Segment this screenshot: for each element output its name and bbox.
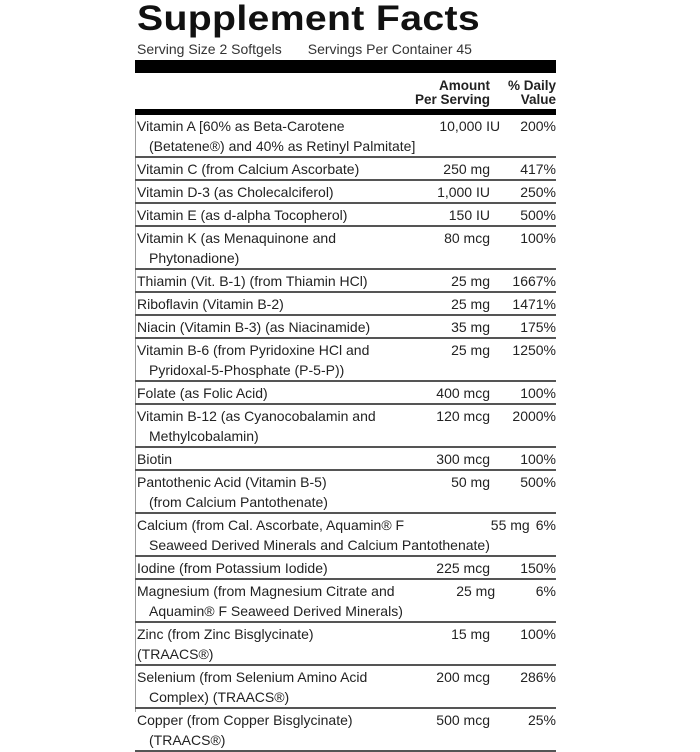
amount-per-serving: 25 mg bbox=[451, 273, 490, 289]
serving-info: Serving Size 2 Softgels Servings Per Cont… bbox=[137, 40, 556, 58]
nutrient-name: Vitamin A [60% as Beta-Carotene (Betatene… bbox=[137, 118, 416, 154]
amount-per-serving: 500 mcg bbox=[436, 712, 490, 728]
left-border bbox=[135, 112, 136, 712]
table-row: Copper (from Copper Bisglycinate) (TRAACS… bbox=[135, 709, 556, 752]
table-row: Magnesium (from Magnesium Citrate and Aqu… bbox=[135, 580, 556, 623]
nutrient-name: Zinc (from Zinc Bisglycinate) (TRAACS®) bbox=[137, 626, 314, 662]
table-row: Zinc (from Zinc Bisglycinate) (TRAACS®) 1… bbox=[135, 623, 556, 666]
table-row: Niacin (Vitamin B-3) (as Niacinamide) 35 … bbox=[135, 316, 556, 339]
daily-value: 286% bbox=[520, 669, 556, 685]
daily-value: 1471% bbox=[512, 296, 556, 312]
amount-per-serving: 25 mg bbox=[451, 342, 490, 358]
amount-per-serving: 300 mcg bbox=[436, 451, 490, 467]
table-row: Vitamin A [60% as Beta-Carotene (Betatene… bbox=[135, 115, 556, 158]
amount-per-serving: 150 IU bbox=[448, 207, 490, 223]
table-row: Vitamin E (as d-alpha Tocopherol) 150 IU 5… bbox=[135, 204, 556, 227]
nutrient-name: Calcium (from Cal. Ascorbate, Aquamin® F… bbox=[137, 517, 490, 553]
nutrient-name: Iodine (from Potassium Iodide) bbox=[137, 560, 328, 576]
daily-value-header: % Daily Value bbox=[507, 78, 556, 107]
daily-value: 6% bbox=[535, 517, 556, 533]
daily-value: 2000% bbox=[512, 408, 556, 424]
daily-value: 25% bbox=[527, 712, 556, 728]
nutrient-name: Riboflavin (Vitamin B-2) bbox=[137, 296, 284, 312]
table-row: Vitamin B-6 (from Pyridoxine HCl and Pyri… bbox=[135, 339, 556, 382]
nutrient-name: Vitamin B-12 (as Cyanocobalamin and Methy… bbox=[137, 408, 376, 444]
nutrient-name: Selenium (from Selenium Amino Acid Comple… bbox=[137, 669, 368, 705]
daily-value: 100% bbox=[520, 451, 556, 467]
daily-value: 175% bbox=[520, 319, 556, 335]
nutrient-name: Vitamin D-3 (as Cholecalciferol) bbox=[137, 184, 334, 200]
table-row: Selenium (from Selenium Amino Acid Comple… bbox=[135, 666, 556, 709]
supplement-facts-label: Supplement Facts Serving Size 2 Softgels… bbox=[135, 0, 556, 752]
amount-per-serving: 225 mcg bbox=[436, 560, 490, 576]
amount-per-serving: 25 mg bbox=[456, 583, 496, 599]
servings-per-container: Servings Per Container 45 bbox=[307, 41, 472, 57]
table-row: Biotin 300 mcg 100% bbox=[135, 448, 556, 471]
table-row: Riboflavin (Vitamin B-2) 25 mg 1471% bbox=[135, 293, 556, 316]
daily-value: 100% bbox=[520, 385, 556, 401]
amount-per-serving: 80 mcg bbox=[444, 230, 490, 246]
nutrient-name: Magnesium (from Magnesium Citrate and Aqu… bbox=[137, 583, 403, 619]
amount-per-serving: 55 mg bbox=[490, 517, 530, 533]
serving-size: Serving Size 2 Softgels bbox=[137, 41, 282, 57]
table-row: Calcium (from Cal. Ascorbate, Aquamin® F… bbox=[135, 514, 556, 557]
amount-per-serving: 15 mg bbox=[451, 626, 490, 642]
daily-value: 100% bbox=[520, 626, 556, 642]
amount-per-serving: 10,000 IU bbox=[439, 118, 501, 134]
daily-value: 417% bbox=[520, 161, 556, 177]
daily-value: 500% bbox=[520, 474, 556, 490]
amount-per-serving: 200 mcg bbox=[436, 669, 490, 685]
nutrient-name: Folate (as Folic Acid) bbox=[137, 385, 268, 401]
daily-value: 250% bbox=[520, 184, 556, 200]
daily-value: 6% bbox=[535, 583, 556, 599]
nutrient-name: Thiamin (Vit. B-1) (from Thiamin HCl) bbox=[137, 273, 368, 289]
nutrient-name: Vitamin C (from Calcium Ascorbate) bbox=[137, 161, 360, 177]
column-header: Amount Per Serving % Daily Value bbox=[135, 73, 556, 109]
amount-per-serving: 35 mg bbox=[451, 319, 490, 335]
daily-value: 1667% bbox=[512, 273, 556, 289]
nutrient-name: Vitamin E (as d-alpha Tocopherol) bbox=[137, 207, 348, 223]
nutrient-name: Copper (from Copper Bisglycinate) (TRAACS… bbox=[137, 712, 353, 748]
daily-value: 200% bbox=[520, 118, 556, 134]
daily-value: 150% bbox=[520, 560, 556, 576]
amount-per-serving: 50 mg bbox=[451, 474, 490, 490]
table-row: Folate (as Folic Acid) 400 mcg 100% bbox=[135, 382, 556, 405]
nutrient-table: Vitamin A [60% as Beta-Carotene (Betatene… bbox=[135, 115, 556, 752]
nutrient-name: Niacin (Vitamin B-3) (as Niacinamide) bbox=[137, 319, 371, 335]
amount-header: Amount Per Serving bbox=[414, 78, 490, 107]
amount-per-serving: 120 mcg bbox=[436, 408, 490, 424]
header-divider bbox=[135, 109, 556, 115]
daily-value: 500% bbox=[520, 207, 556, 223]
nutrient-name: Vitamin B-6 (from Pyridoxine HCl and Pyri… bbox=[137, 342, 370, 378]
nutrient-name: Pantothenic Acid (Vitamin B-5) (from Calc… bbox=[137, 474, 328, 510]
table-row: Vitamin K (as Menaquinone and Phytonadion… bbox=[135, 227, 556, 270]
table-row: Vitamin D-3 (as Cholecalciferol) 1,000 IU… bbox=[135, 181, 556, 204]
table-row: Vitamin B-12 (as Cyanocobalamin and Methy… bbox=[135, 405, 556, 448]
nutrient-name: Biotin bbox=[137, 451, 173, 467]
thick-divider bbox=[135, 60, 556, 73]
amount-per-serving: 250 mg bbox=[443, 161, 490, 177]
nutrient-name: Vitamin K (as Menaquinone and Phytonadion… bbox=[137, 230, 336, 266]
table-row: Vitamin C (from Calcium Ascorbate) 250 mg… bbox=[135, 158, 556, 181]
label-title: Supplement Facts bbox=[137, 0, 480, 38]
amount-per-serving: 1,000 IU bbox=[437, 184, 490, 200]
amount-per-serving: 400 mcg bbox=[436, 385, 490, 401]
table-row: Thiamin (Vit. B-1) (from Thiamin HCl) 25 … bbox=[135, 270, 556, 293]
table-row: Iodine (from Potassium Iodide) 225 mcg 150… bbox=[135, 557, 556, 580]
table-row: Pantothenic Acid (Vitamin B-5) (from Calc… bbox=[135, 471, 556, 514]
daily-value: 1250% bbox=[512, 342, 556, 358]
amount-per-serving: 25 mg bbox=[451, 296, 490, 312]
daily-value: 100% bbox=[520, 230, 556, 246]
